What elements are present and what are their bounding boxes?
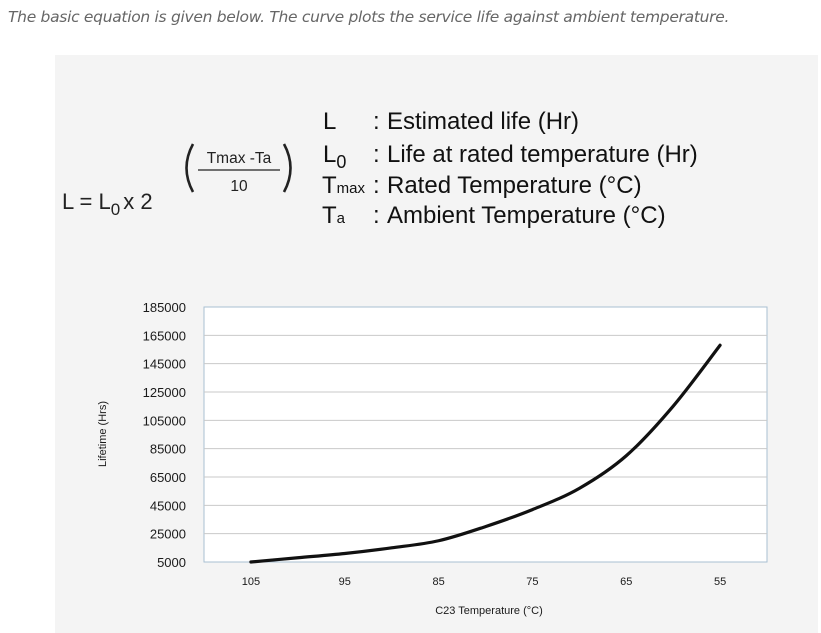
exponent-numerator: Tmax -Ta — [207, 150, 272, 167]
y-tick-label: 125000 — [143, 385, 186, 400]
equation-times: x 2 — [123, 189, 152, 214]
definition-separator: : — [373, 108, 380, 135]
definition-symbol-ta-subscript: a — [337, 210, 346, 227]
exponent-left-paren — [185, 143, 195, 193]
y-tick-label: 25000 — [150, 527, 186, 542]
x-tick-label: 95 — [339, 576, 351, 588]
x-tick-label: 105 — [242, 576, 260, 588]
x-tick-label: 65 — [620, 576, 632, 588]
definition-separator: : — [373, 141, 380, 168]
svg-text:L = L0x 2: L = L0 x 2 — [62, 189, 153, 219]
svg-text:Tmax: Tmax — [322, 172, 366, 199]
svg-text:L0: L0 — [323, 141, 346, 172]
x-tick-label: 55 — [714, 576, 726, 588]
y-axis-title: Lifetime (Hrs) — [97, 401, 109, 467]
definition-symbol-l0-subscript: 0 — [336, 152, 346, 172]
definition-text-l0: Life at rated temperature (Hr) — [387, 141, 698, 168]
definition-text-ta: Ambient Temperature (°C) — [387, 202, 666, 229]
definition-text-l: Estimated life (Hr) — [387, 108, 579, 135]
y-tick-label: 105000 — [143, 413, 186, 428]
definition-separator: : — [373, 172, 380, 199]
definition-symbol-l0: L — [323, 141, 336, 168]
lifetime-chart: 185000 165000 145000 125000 105000 85000 65000… — [97, 300, 768, 617]
y-tick-label: 65000 — [150, 470, 186, 485]
definition-symbol-tmax-subscript: max — [337, 180, 366, 197]
y-tick-label: 165000 — [143, 328, 186, 343]
definition-symbol-l: L — [323, 108, 336, 135]
equation-lhs-subscript: 0 — [111, 200, 120, 219]
definition-symbol-ta: T — [322, 202, 337, 229]
intro-text: The basic equation is given below. The c… — [8, 8, 730, 26]
x-tick-label: 75 — [526, 576, 538, 588]
equation: L = L0 x 2 Tmax -Ta 10 — [62, 143, 292, 219]
y-tick-labels: 185000 165000 145000 125000 105000 85000 65000… — [143, 300, 186, 570]
definition-separator: : — [373, 202, 380, 229]
x-tick-label: 85 — [432, 576, 444, 588]
equation-lhs: L = L — [62, 189, 111, 214]
exponent-denominator: 10 — [230, 178, 248, 195]
y-tick-label: 45000 — [150, 498, 186, 513]
grid-lines — [204, 334, 767, 535]
definition-symbol-tmax: T — [322, 172, 337, 199]
definition-text-tmax: Rated Temperature (°C) — [387, 172, 642, 199]
y-tick-label: 145000 — [143, 357, 186, 372]
plot-area — [203, 306, 768, 563]
y-tick-label: 185000 — [143, 300, 186, 315]
lifetime-curve — [249, 343, 722, 564]
x-axis-title: C23 Temperature (°C) — [435, 605, 543, 617]
exponent-right-paren — [282, 143, 292, 193]
y-tick-label: 5000 — [157, 555, 186, 570]
x-tick-labels: 105 95 85 75 65 55 — [242, 576, 726, 588]
svg-text:Ta: Ta — [322, 202, 346, 229]
y-tick-label: 85000 — [150, 442, 186, 457]
definitions-list: L : Estimated life (Hr) L0 : Life at rat… — [322, 108, 698, 229]
